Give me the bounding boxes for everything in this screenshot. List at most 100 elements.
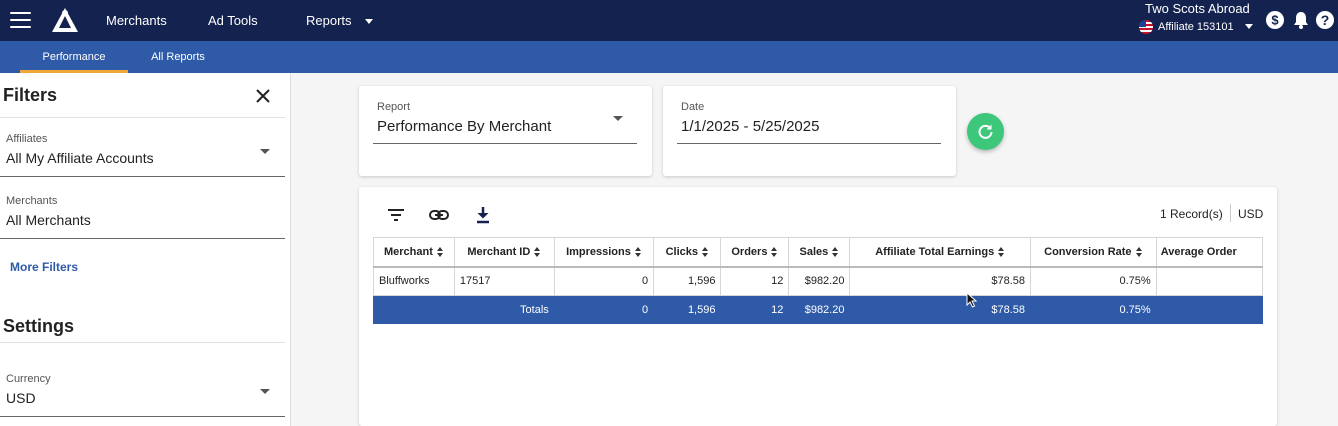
cell-merchant-id: 17517 (453, 266, 555, 296)
cell-average-order (1155, 266, 1263, 296)
sort-icon[interactable] (534, 246, 541, 257)
notifications-bell-icon[interactable] (1291, 10, 1311, 30)
totals-orders: 12 (720, 295, 790, 324)
tab-all-reports[interactable]: All Reports (151, 51, 205, 63)
chevron-down-icon[interactable] (260, 389, 270, 394)
nav-merchants[interactable]: Merchants (106, 13, 167, 28)
link-icon[interactable] (428, 204, 450, 226)
performance-table: Merchant Merchant ID Impressions Clicks … (373, 237, 1263, 324)
table-header-row: Merchant Merchant ID Impressions Clicks … (373, 237, 1263, 267)
top-app-bar: Merchants Ad Tools Reports Two Scots Abr… (0, 0, 1338, 41)
help-icon[interactable]: ? (1315, 10, 1335, 30)
sort-icon[interactable] (702, 246, 709, 257)
cell-impressions: 0 (553, 266, 655, 296)
us-flag-icon (1139, 20, 1153, 34)
report-select-card[interactable]: Report Performance By Merchant (359, 86, 652, 176)
divider (0, 117, 285, 118)
more-filters-link[interactable]: More Filters (10, 260, 79, 274)
field-underline (0, 238, 285, 239)
refresh-button[interactable] (967, 113, 1004, 150)
table-scroll-area[interactable]: Merchant Merchant ID Impressions Clicks … (373, 237, 1263, 324)
sort-icon[interactable] (771, 246, 778, 257)
affiliates-value[interactable]: All My Affiliate Accounts (6, 150, 154, 166)
table-currency: USD (1238, 207, 1264, 221)
column-header-orders[interactable]: Orders (720, 237, 790, 267)
settings-heading: Settings (3, 316, 75, 336)
account-id[interactable]: Affiliate 153101 (1158, 21, 1234, 33)
field-underline (0, 176, 285, 177)
column-label: Orders (731, 245, 768, 258)
column-header-merchant[interactable]: Merchant (373, 237, 455, 267)
sort-icon[interactable] (832, 246, 839, 257)
report-tabs-bar: Performance All Reports (0, 41, 1338, 73)
sort-icon[interactable] (1135, 246, 1143, 257)
cell-sales: $982.20 (788, 266, 851, 296)
totals-clicks: 1,596 (653, 295, 722, 324)
totals-average-order (1155, 295, 1263, 324)
divider (0, 342, 285, 343)
affiliates-label: Affiliates (6, 133, 48, 145)
totals-cell (373, 295, 455, 324)
nav-ad-tools[interactable]: Ad Tools (208, 13, 258, 28)
date-range-value[interactable]: 1/1/2025 - 5/25/2025 (681, 118, 820, 135)
totals-label: Totals (453, 295, 555, 324)
column-label: Clicks (665, 245, 699, 258)
table-row[interactable]: Bluffworks 17517 0 1,596 12 $982.20 $78.… (373, 266, 1263, 296)
totals-row: Totals 0 1,596 12 $982.20 $78.58 0.75% (373, 295, 1263, 324)
column-header-average-order[interactable]: Average Order (1155, 237, 1263, 267)
filter-icon[interactable] (385, 204, 407, 226)
mouse-cursor-icon (966, 292, 978, 308)
cell-orders: 12 (720, 266, 790, 296)
column-header-conversion-rate[interactable]: Conversion Rate (1030, 237, 1157, 267)
column-label: Merchant (383, 245, 433, 258)
chevron-down-icon[interactable] (613, 116, 623, 121)
cell-affiliate-total-earnings: $78.58 (849, 266, 1031, 296)
refresh-icon (978, 124, 993, 139)
download-icon[interactable] (472, 204, 494, 226)
report-results-card: 1 Record(s) USD Merchant Merchant ID Imp… (359, 187, 1277, 426)
field-underline (373, 143, 637, 144)
svg-text:$: $ (1271, 13, 1279, 28)
filters-heading: Filters (3, 85, 58, 105)
menu-icon[interactable] (10, 12, 31, 28)
totals-sales: $982.20 (788, 295, 851, 324)
sort-icon[interactable] (998, 246, 1005, 257)
column-header-sales[interactable]: Sales (788, 237, 851, 267)
column-header-impressions[interactable]: Impressions (553, 237, 655, 267)
column-label: Average Order (1160, 245, 1237, 258)
column-header-merchant-id[interactable]: Merchant ID (453, 237, 555, 267)
filters-sidebar: Filters Affiliates All My Affiliate Acco… (0, 73, 291, 426)
account-name[interactable]: Two Scots Abroad (1145, 1, 1250, 16)
column-header-clicks[interactable]: Clicks (653, 237, 722, 267)
totals-conversion-rate: 0.75% (1030, 295, 1157, 324)
sort-icon[interactable] (634, 246, 642, 257)
account-dropdown-icon[interactable] (1245, 24, 1253, 29)
reports-dropdown-icon[interactable] (365, 19, 373, 24)
nav-reports[interactable]: Reports (306, 13, 352, 28)
totals-impressions: 0 (553, 295, 655, 324)
report-value[interactable]: Performance By Merchant (377, 118, 552, 135)
date-range-card[interactable]: Date 1/1/2025 - 5/25/2025 (663, 86, 956, 176)
merchants-value[interactable]: All Merchants (6, 212, 91, 228)
divider (1230, 204, 1231, 222)
currency-value[interactable]: USD (6, 390, 36, 406)
column-header-affiliate-total-earnings[interactable]: Affiliate Total Earnings (849, 237, 1031, 267)
close-icon[interactable] (254, 87, 272, 105)
field-underline (0, 416, 285, 417)
cell-conversion-rate: 0.75% (1030, 266, 1157, 296)
column-label: Merchant ID (467, 245, 531, 258)
dollar-icon[interactable]: $ (1265, 10, 1285, 30)
field-underline (677, 143, 941, 144)
cell-clicks: 1,596 (653, 266, 722, 296)
merchants-label: Merchants (6, 195, 58, 207)
brand-logo[interactable] (51, 7, 79, 33)
cell-merchant[interactable]: Bluffworks (373, 266, 455, 296)
column-label: Impressions (566, 245, 631, 258)
record-count: 1 Record(s) (1160, 207, 1223, 221)
report-label: Report (377, 101, 411, 113)
tab-performance[interactable]: Performance (20, 41, 128, 73)
sort-icon[interactable] (436, 246, 444, 257)
chevron-down-icon[interactable] (260, 149, 270, 154)
totals-affiliate-total-earnings: $78.58 (849, 295, 1031, 324)
currency-label: Currency (6, 373, 51, 385)
